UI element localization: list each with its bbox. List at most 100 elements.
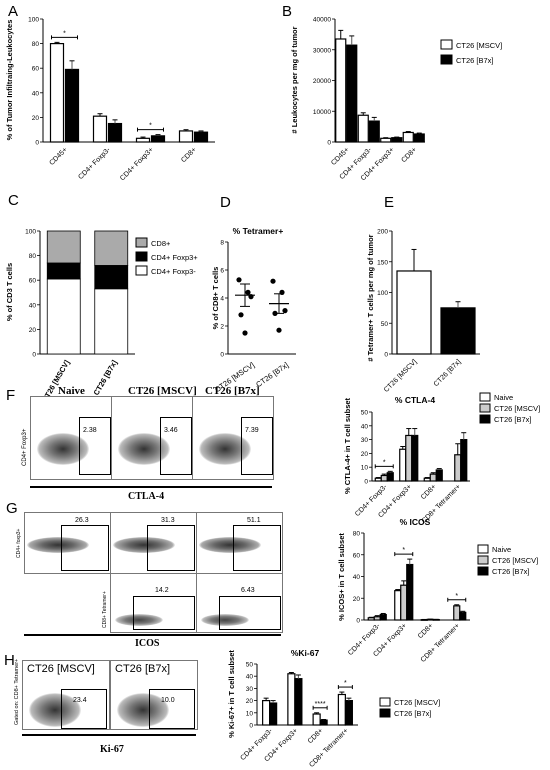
flow-contour	[27, 537, 89, 553]
flow-g-plot-r2-mscv: 14.2	[110, 573, 197, 633]
stack-segment-0-2	[46, 230, 81, 264]
bar-B-1-0	[357, 114, 369, 143]
legend-label-C: CD8+	[151, 239, 171, 248]
bar-G-0-1	[373, 616, 381, 621]
flow-gate	[241, 417, 273, 475]
y-axis-label-C: % of CD3 T cells	[5, 263, 14, 321]
legend-swatch-H	[379, 708, 391, 718]
y-tick-label-G: 20	[353, 596, 361, 603]
y-tick-label-F: 20	[361, 451, 369, 458]
bar-B-0-1	[346, 44, 358, 143]
y-tick-label-C: 60	[29, 278, 37, 285]
bar-G-3-1	[453, 605, 461, 621]
y-tick-label-E: 0	[384, 352, 388, 359]
flow-f-percent-mscv: 3.46	[164, 427, 178, 434]
y-axis-label-B: # Leukocytes per mg of tumor	[290, 26, 299, 133]
flow-contour	[113, 537, 175, 553]
flow-h-plot-mscv: CT26 [MSCV] 23.4	[22, 660, 110, 730]
panel-letter-d: D	[220, 194, 231, 211]
bar-F-2-1	[429, 473, 437, 482]
data-point-D	[242, 330, 248, 336]
y-tick-label-A: 20	[32, 115, 40, 122]
data-point-D	[236, 277, 242, 283]
y-axis-label-H: % Ki-67+ in T cell subset	[227, 650, 236, 738]
sig-marker-G: *	[455, 593, 458, 600]
chart-title-F: % CTLA-4	[395, 395, 435, 405]
flow-g-percent-r2-1: 6.43	[241, 587, 255, 594]
flow-gate	[160, 417, 192, 475]
sig-marker-H: ****	[315, 701, 326, 708]
sig-marker-G: *	[402, 547, 405, 554]
legend-swatch-C	[135, 237, 148, 248]
flow-f-xlabel: CTLA-4	[128, 491, 165, 502]
legend-swatch-C	[135, 265, 148, 276]
panel-letter-c: C	[8, 192, 19, 209]
bar-A-1-0	[92, 115, 108, 143]
x-tick-label-E: CT26 [B7x]	[433, 358, 463, 388]
y-tick-label-G: 0	[356, 618, 360, 625]
bar-F-3-1	[454, 454, 462, 482]
legend-swatch-G	[477, 544, 489, 554]
legend-label-F: Naive	[494, 393, 513, 402]
flow-gate	[133, 596, 195, 630]
y-tick-label-D: 2	[220, 324, 224, 331]
chart-title-H: %Ki-67	[291, 648, 320, 658]
sig-marker-A: *	[63, 30, 66, 37]
y-tick-label-E: 50	[381, 321, 389, 328]
flow-f-xaxis-arrow	[30, 486, 272, 488]
flow-g-xlabel: ICOS	[135, 638, 160, 649]
chart-title-D: % Tetramer+	[233, 226, 284, 236]
stack-segment-1-0	[94, 288, 129, 355]
x-tick-label-A: CD8+	[180, 146, 198, 164]
x-tick-label-B: CD45+	[330, 146, 350, 166]
flow-contour	[37, 433, 89, 465]
x-tick-label-H: CD8+	[307, 727, 325, 745]
bar-G-3-2	[459, 611, 467, 621]
y-tick-label-C: 20	[29, 327, 37, 334]
y-tick-label-B: 10000	[313, 109, 331, 116]
y-tick-label-C: 40	[29, 302, 37, 309]
flow-g-row1-ylabel: CD4+ foxp3+	[16, 528, 22, 558]
legend-label-F: CT26 [MSCV]	[494, 404, 540, 413]
data-point-D	[270, 278, 276, 284]
flow-f-header-naive: Naive	[58, 385, 85, 397]
legend-swatch-G	[477, 566, 489, 576]
flow-f-percent-b7x: 7.39	[245, 427, 259, 434]
bar-F-2-2	[435, 469, 443, 482]
y-tick-label-E: 100	[377, 290, 388, 297]
flow-contour	[199, 537, 261, 553]
bar-H-1-1	[294, 678, 303, 726]
bar-A-2-1	[150, 135, 166, 143]
flow-g-percent-r2-0: 14.2	[155, 587, 169, 594]
bar-F-0-2	[386, 472, 394, 482]
y-axis-label-G: % ICOS+ in T cell subset	[337, 533, 346, 621]
bar-A-1-1	[107, 122, 123, 143]
y-tick-label-A: 100	[28, 17, 39, 24]
bar-F-1-2	[411, 434, 419, 482]
legend-swatch-B	[440, 39, 453, 50]
bar-A-3-0	[178, 130, 194, 143]
legend-swatch-G	[477, 555, 489, 565]
flow-h-ylabel: Gated on: CD8+ Tetramer+	[14, 658, 20, 725]
y-tick-label-B: 30000	[313, 47, 331, 54]
y-tick-label-H: 50	[246, 662, 254, 669]
bar-G-0-2	[379, 613, 387, 621]
y-tick-label-A: 60	[32, 66, 40, 73]
y-tick-label-G: 40	[353, 574, 361, 581]
y-tick-label-G: 80	[353, 531, 361, 538]
bar-H-3-0	[337, 693, 346, 726]
flow-g-percent-r1-1: 31.3	[161, 517, 175, 524]
stack-segment-1-2	[94, 230, 129, 266]
bar-A-0-1	[64, 68, 80, 143]
flow-f-plot-mscv: 3.46	[111, 396, 193, 480]
y-tick-label-F: 30	[361, 437, 369, 444]
y-tick-label-B: 40000	[313, 17, 331, 24]
legend-label-H: CT26 [B7x]	[394, 709, 432, 718]
sig-marker-H: *	[344, 680, 347, 687]
bar-G-1-1	[400, 584, 408, 621]
legend-label-F: CT26 [B7x]	[494, 415, 532, 424]
legend-swatch-F	[479, 403, 491, 413]
y-tick-label-A: 80	[32, 41, 40, 48]
legend-label-B: CT26 [B7x]	[456, 56, 494, 65]
legend-label-G: Naive	[492, 545, 511, 554]
